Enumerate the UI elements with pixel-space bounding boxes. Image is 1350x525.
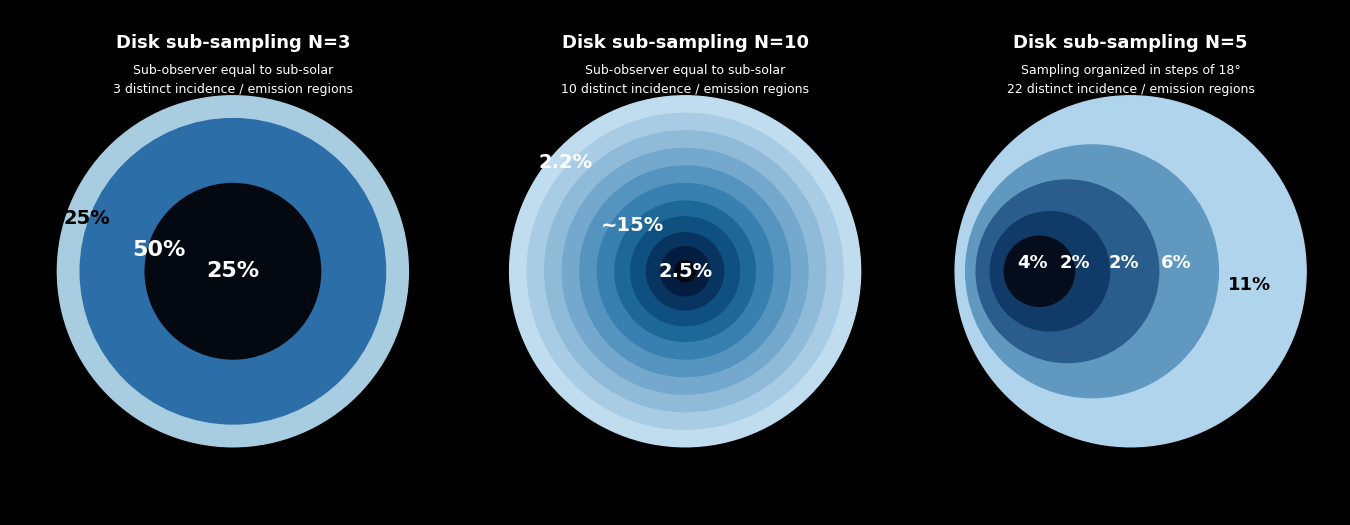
Circle shape bbox=[57, 96, 408, 447]
Circle shape bbox=[544, 131, 825, 412]
Text: 3 distinct incidence / emission regions: 3 distinct incidence / emission regions bbox=[113, 83, 352, 97]
Circle shape bbox=[675, 261, 695, 282]
Circle shape bbox=[509, 96, 860, 447]
Circle shape bbox=[990, 212, 1110, 331]
Text: Disk sub-sampling N=5: Disk sub-sampling N=5 bbox=[1014, 34, 1247, 52]
Text: 2%: 2% bbox=[1060, 254, 1089, 271]
Text: Disk sub-sampling N=3: Disk sub-sampling N=3 bbox=[116, 34, 350, 52]
Circle shape bbox=[1004, 236, 1075, 307]
Circle shape bbox=[562, 149, 807, 394]
Text: 11%: 11% bbox=[1228, 276, 1272, 295]
Circle shape bbox=[647, 233, 724, 310]
Text: 2.5%: 2.5% bbox=[657, 262, 713, 281]
Text: 25%: 25% bbox=[207, 261, 259, 281]
Circle shape bbox=[976, 180, 1158, 363]
Text: 4%: 4% bbox=[1017, 254, 1048, 271]
Text: 50%: 50% bbox=[132, 240, 186, 260]
Circle shape bbox=[146, 184, 321, 359]
Circle shape bbox=[80, 119, 386, 424]
Text: 22 distinct incidence / emission regions: 22 distinct incidence / emission regions bbox=[1007, 83, 1254, 97]
Text: Sub-observer equal to sub-solar: Sub-observer equal to sub-solar bbox=[585, 64, 786, 77]
Circle shape bbox=[614, 201, 755, 341]
Text: ~15%: ~15% bbox=[601, 216, 664, 235]
Text: Sampling organized in steps of 18°: Sampling organized in steps of 18° bbox=[1021, 64, 1241, 77]
Circle shape bbox=[965, 145, 1218, 397]
Circle shape bbox=[579, 166, 790, 376]
Circle shape bbox=[956, 96, 1305, 447]
Text: Disk sub-sampling N=10: Disk sub-sampling N=10 bbox=[562, 34, 809, 52]
Text: 6%: 6% bbox=[1161, 254, 1192, 271]
Text: 2.2%: 2.2% bbox=[539, 153, 593, 172]
Circle shape bbox=[660, 247, 710, 296]
Text: 10 distinct incidence / emission regions: 10 distinct incidence / emission regions bbox=[562, 83, 809, 97]
Circle shape bbox=[597, 184, 772, 359]
Text: 2%: 2% bbox=[1108, 254, 1139, 271]
Text: Sub-observer equal to sub-solar: Sub-observer equal to sub-solar bbox=[132, 64, 333, 77]
Text: 25%: 25% bbox=[63, 209, 111, 228]
Circle shape bbox=[526, 113, 842, 429]
Circle shape bbox=[630, 217, 740, 326]
